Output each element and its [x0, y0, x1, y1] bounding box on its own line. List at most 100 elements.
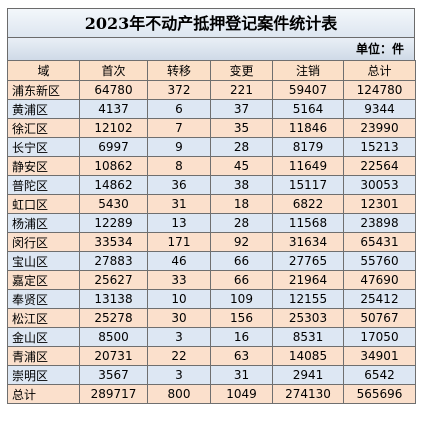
- change-cell: 66: [210, 270, 273, 290]
- table-row: 虹口区 5430 31 18 6822 12301: [7, 194, 416, 214]
- cancel-cell: 12155: [272, 289, 344, 309]
- change-cell: 221: [210, 80, 273, 100]
- cancel-cell: 27765: [272, 251, 344, 271]
- district-cell: 长宁区: [7, 137, 80, 157]
- cancel-cell: 14085: [272, 346, 344, 366]
- statistics-sheet: 2023年不动产抵押登记案件统计表 单位：件 域 首次 转移 变更 注销 总计 …: [7, 8, 416, 422]
- table-row: 金山区 8500 3 16 8531 17050: [7, 327, 416, 347]
- first-cell: 5430: [79, 194, 148, 214]
- total-cell: 34901: [343, 346, 416, 366]
- total-row: 总计 289717 800 1049 274130 565696: [7, 384, 416, 404]
- total-cell: 9344: [343, 99, 416, 119]
- change-cell: 37: [210, 99, 273, 119]
- table-row: 徐汇区 12102 7 35 11846 23990: [7, 118, 416, 138]
- first-cell: 10862: [79, 156, 148, 176]
- total-cell: 30053: [343, 175, 416, 195]
- total-cell: 15213: [343, 137, 416, 157]
- first-cell: 20731: [79, 346, 148, 366]
- total-cell: 565696: [343, 384, 416, 404]
- transfer-cell: 30: [147, 308, 211, 328]
- transfer-cell: 33: [147, 270, 211, 290]
- table-row: 浦东新区 64780 372 221 59407 124780: [7, 80, 416, 100]
- table-row: 杨浦区 12289 13 28 11568 23898: [7, 213, 416, 233]
- total-cell: 17050: [343, 327, 416, 347]
- change-cell: 35: [210, 118, 273, 138]
- table-row: 嘉定区 25627 33 66 21964 47690: [7, 270, 416, 290]
- change-cell: 28: [210, 137, 273, 157]
- cancel-cell: 6822: [272, 194, 344, 214]
- table-row: 闵行区 33534 171 92 31634 65431: [7, 232, 416, 252]
- transfer-cell: 171: [147, 232, 211, 252]
- district-cell: 黄浦区: [7, 99, 80, 119]
- table-row: 青浦区 20731 22 63 14085 34901: [7, 346, 416, 366]
- district-cell: 金山区: [7, 327, 80, 347]
- header-transfer: 转移: [147, 60, 211, 81]
- header-change: 变更: [210, 60, 273, 81]
- district-cell: 静安区: [7, 156, 80, 176]
- first-cell: 8500: [79, 327, 148, 347]
- district-cell: 总计: [7, 384, 80, 404]
- first-cell: 4137: [79, 99, 148, 119]
- first-cell: 14862: [79, 175, 148, 195]
- change-cell: 66: [210, 251, 273, 271]
- total-cell: 124780: [343, 80, 416, 100]
- transfer-cell: 372: [147, 80, 211, 100]
- table-row: 长宁区 6997 9 28 8179 15213: [7, 137, 416, 157]
- header-total: 总计: [343, 60, 416, 81]
- first-cell: 25278: [79, 308, 148, 328]
- table-row: 奉贤区 13138 10 109 12155 25412: [7, 289, 416, 309]
- change-cell: 31: [210, 365, 273, 385]
- cancel-cell: 11846: [272, 118, 344, 138]
- table-row: 松江区 25278 30 156 25303 50767: [7, 308, 416, 328]
- first-cell: 12102: [79, 118, 148, 138]
- district-cell: 虹口区: [7, 194, 80, 214]
- change-cell: 38: [210, 175, 273, 195]
- cancel-cell: 31634: [272, 232, 344, 252]
- change-cell: 16: [210, 327, 273, 347]
- district-cell: 崇明区: [7, 365, 80, 385]
- transfer-cell: 6: [147, 99, 211, 119]
- change-cell: 45: [210, 156, 273, 176]
- total-cell: 6542: [343, 365, 416, 385]
- table-row: 宝山区 27883 46 66 27765 55760: [7, 251, 416, 271]
- cancel-cell: 8179: [272, 137, 344, 157]
- transfer-cell: 9: [147, 137, 211, 157]
- table-row: 静安区 10862 8 45 11649 22564: [7, 156, 416, 176]
- table-body: 浦东新区 64780 372 221 59407 124780 黄浦区 4137 6 37 5164…: [7, 80, 416, 404]
- transfer-cell: 22: [147, 346, 211, 366]
- district-cell: 杨浦区: [7, 213, 80, 233]
- total-cell: 23898: [343, 213, 416, 233]
- transfer-cell: 31: [147, 194, 211, 214]
- change-cell: 92: [210, 232, 273, 252]
- table-title: 2023年不动产抵押登记案件统计表: [7, 8, 415, 38]
- district-cell: 嘉定区: [7, 270, 80, 290]
- cancel-cell: 59407: [272, 80, 344, 100]
- cancel-cell: 25303: [272, 308, 344, 328]
- district-cell: 闵行区: [7, 232, 80, 252]
- district-cell: 普陀区: [7, 175, 80, 195]
- first-cell: 6997: [79, 137, 148, 157]
- transfer-cell: 10: [147, 289, 211, 309]
- district-cell: 徐汇区: [7, 118, 80, 138]
- district-cell: 奉贤区: [7, 289, 80, 309]
- transfer-cell: 46: [147, 251, 211, 271]
- transfer-cell: 36: [147, 175, 211, 195]
- change-cell: 1049: [210, 384, 273, 404]
- change-cell: 18: [210, 194, 273, 214]
- first-cell: 27883: [79, 251, 148, 271]
- total-cell: 25412: [343, 289, 416, 309]
- unit-label: 单位：件: [7, 38, 415, 60]
- statistics-table: 域 首次 转移 变更 注销 总计 浦东新区 64780 372 221 59407 124…: [7, 60, 416, 404]
- transfer-cell: 8: [147, 156, 211, 176]
- transfer-cell: 13: [147, 213, 211, 233]
- total-cell: 12301: [343, 194, 416, 214]
- total-cell: 47690: [343, 270, 416, 290]
- cancel-cell: 11568: [272, 213, 344, 233]
- district-cell: 浦东新区: [7, 80, 80, 100]
- cancel-cell: 274130: [272, 384, 344, 404]
- change-cell: 28: [210, 213, 273, 233]
- total-cell: 50767: [343, 308, 416, 328]
- first-cell: 33534: [79, 232, 148, 252]
- cancel-cell: 5164: [272, 99, 344, 119]
- header-first: 首次: [79, 60, 148, 81]
